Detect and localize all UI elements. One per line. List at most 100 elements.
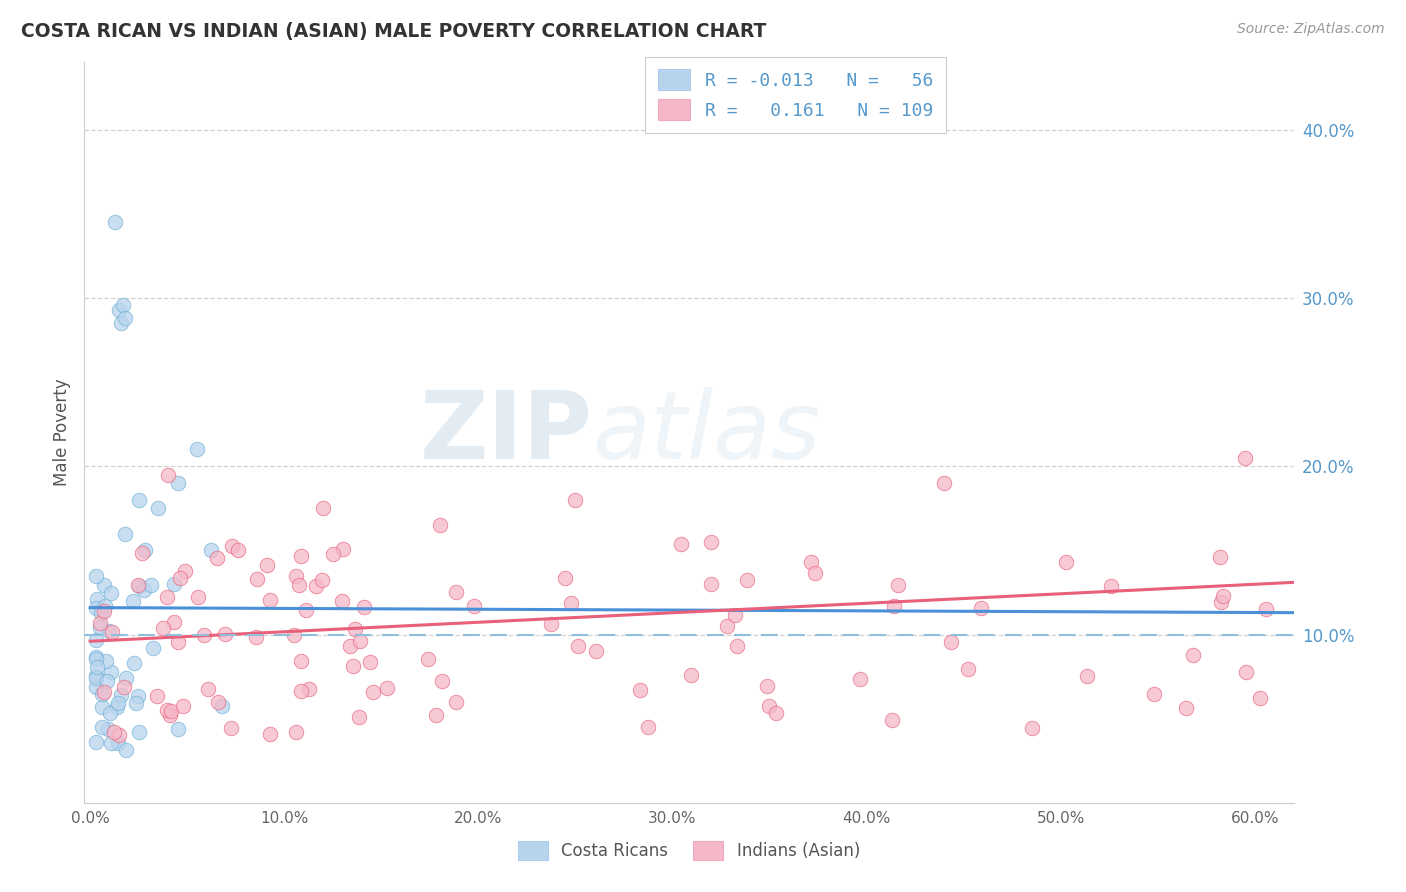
- Point: [765, 706, 787, 720]
- Point: [344, 622, 367, 636]
- Point: [560, 596, 582, 610]
- Point: [700, 577, 723, 591]
- Point: [1101, 579, 1123, 593]
- Point: [342, 659, 364, 673]
- Point: [84, 601, 107, 615]
- Point: [84, 671, 107, 685]
- Y-axis label: Male Poverty: Male Poverty: [53, 379, 72, 486]
- Point: [155, 703, 177, 717]
- Point: [1254, 601, 1277, 615]
- Text: Source: ZipAtlas.com: Source: ZipAtlas.com: [1237, 22, 1385, 37]
- Point: [89, 616, 111, 631]
- Point: [1212, 589, 1234, 603]
- Point: [444, 584, 467, 599]
- Point: [90, 607, 112, 621]
- Point: [108, 302, 131, 317]
- Point: [100, 665, 122, 680]
- Point: [1233, 450, 1256, 465]
- Point: [283, 628, 305, 642]
- Point: [159, 708, 181, 723]
- Point: [122, 656, 145, 670]
- Point: [226, 543, 249, 558]
- Point: [700, 535, 723, 549]
- Point: [146, 689, 169, 703]
- Point: [353, 599, 375, 614]
- Point: [98, 706, 121, 721]
- Point: [430, 673, 453, 688]
- Point: [86, 660, 108, 674]
- Point: [174, 564, 197, 578]
- Point: [429, 518, 451, 533]
- Point: [970, 601, 993, 615]
- Point: [259, 593, 281, 607]
- Point: [186, 442, 208, 457]
- Point: [330, 594, 353, 608]
- Point: [883, 599, 905, 613]
- Point: [285, 569, 308, 583]
- Point: [245, 630, 267, 644]
- Point: [564, 492, 586, 507]
- Point: [107, 737, 129, 751]
- Point: [84, 649, 107, 664]
- Point: [142, 641, 165, 656]
- Point: [290, 549, 312, 563]
- Point: [288, 578, 311, 592]
- Point: [134, 583, 156, 598]
- Point: [100, 736, 122, 750]
- Point: [93, 578, 115, 592]
- Point: [1174, 700, 1197, 714]
- Point: [637, 720, 659, 734]
- Point: [98, 624, 121, 639]
- Point: [219, 722, 242, 736]
- Point: [359, 655, 381, 669]
- Point: [1143, 687, 1166, 701]
- Point: [628, 682, 651, 697]
- Point: [146, 501, 169, 516]
- Point: [1249, 691, 1271, 706]
- Point: [295, 602, 318, 616]
- Point: [169, 571, 191, 585]
- Point: [107, 697, 129, 711]
- Point: [956, 662, 979, 676]
- Point: [259, 727, 281, 741]
- Point: [94, 654, 117, 668]
- Point: [91, 687, 114, 701]
- Point: [716, 619, 738, 633]
- Point: [84, 668, 107, 682]
- Point: [152, 621, 174, 635]
- Point: [375, 681, 398, 696]
- Point: [156, 467, 179, 482]
- Point: [115, 671, 138, 685]
- Point: [284, 724, 307, 739]
- Point: [167, 634, 190, 648]
- Point: [84, 652, 107, 666]
- Point: [322, 547, 344, 561]
- Point: [100, 585, 122, 599]
- Point: [934, 476, 956, 491]
- Point: [93, 684, 115, 698]
- Point: [172, 699, 194, 714]
- Point: [84, 569, 107, 583]
- Point: [725, 639, 748, 653]
- Point: [311, 573, 333, 587]
- Point: [939, 634, 962, 648]
- Point: [339, 639, 361, 653]
- Point: [585, 644, 607, 658]
- Point: [128, 579, 150, 593]
- Point: [887, 578, 910, 592]
- Point: [84, 735, 107, 749]
- Point: [361, 685, 384, 699]
- Point: [110, 688, 132, 702]
- Point: [800, 555, 823, 569]
- Point: [128, 492, 150, 507]
- Point: [679, 668, 702, 682]
- Point: [290, 655, 312, 669]
- Point: [849, 672, 872, 686]
- Point: [1209, 595, 1232, 609]
- Point: [101, 624, 124, 639]
- Point: [446, 695, 468, 709]
- Point: [214, 627, 236, 641]
- Point: [125, 696, 148, 710]
- Point: [163, 615, 186, 630]
- Point: [207, 695, 229, 709]
